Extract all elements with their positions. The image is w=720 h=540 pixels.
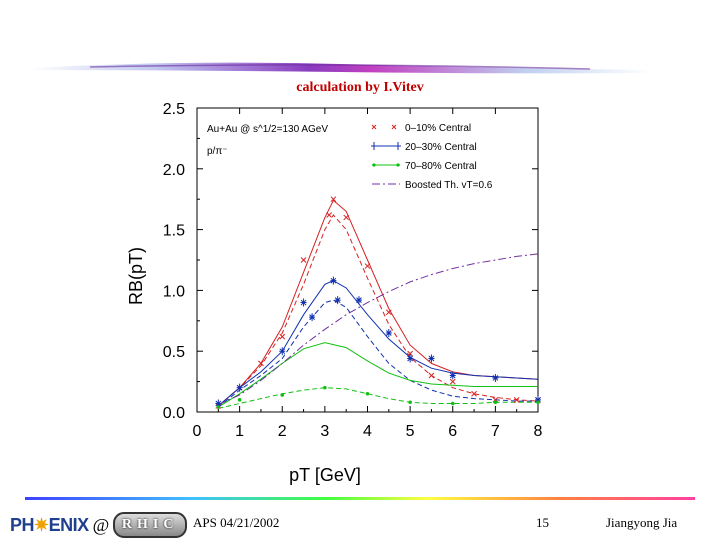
data-point-blue [385,328,392,337]
data-point-blue [300,298,307,307]
footer-author: Jiangyong Jia [606,515,678,530]
series-line-purple [218,253,539,406]
series-line-red [217,214,539,407]
data-point-blue [449,371,456,380]
series-line-green [218,387,538,409]
y-axis-label: RB(pT) [126,247,146,305]
legend-marker-red [371,124,377,130]
data-point-red [471,390,477,397]
legend-label: 70–80% Central [405,161,477,172]
rhic-logo: RHIC [113,512,188,538]
calculation-credit: calculation by I.Vitev [296,80,424,95]
x-tick-label: 0 [193,423,202,440]
annotation-ratio: p/π⁻ [207,146,228,157]
data-point-red [300,257,307,263]
legend-marker-green [372,163,376,167]
x-tick-label: 4 [363,423,372,440]
y-tick-label: 2.5 [163,101,185,118]
axes: 0 1 2 3 4 5 6 7 8 0.0 0.5 1.0 1.5 2.0 2.5 [163,101,543,440]
series-group [217,199,539,409]
data-point-blue [215,399,222,408]
annotation-system: Au+Au @ s^1/2=130 AGeV [207,124,328,135]
data-point-blue [334,296,341,305]
legend-marker-blue [395,142,401,150]
x-tick-label: 8 [534,423,543,440]
series-line-blue [217,299,538,408]
x-tick-label: 6 [448,423,457,440]
footer-page-number: 15 [536,515,549,530]
series-line-green [218,342,538,408]
data-point-red [343,214,350,221]
data-point-green [493,400,498,405]
x-tick-label: 1 [235,423,244,440]
footer-date: APS 04/21/2002 [193,515,280,530]
data-point-blue [428,354,435,363]
x-tick-label: 3 [320,423,329,440]
data-point-red [428,372,435,379]
phenix-star-icon: ✷ [34,514,49,535]
data-point-red [513,396,520,403]
data-point-red [364,263,371,269]
phenix-rhic-logo: PH✷ENIX @ RHIC [10,510,188,540]
data-point-blue [279,347,286,356]
rb-chart: 0 1 2 3 4 5 6 7 8 0.0 0.5 1.0 1.5 2.0 2.5 Au+Au @ s^1/… [126,101,543,485]
footer-rule [25,497,695,500]
decorative-brush-stroke [30,62,650,74]
data-point-red [385,309,392,316]
data-point-green [237,398,242,402]
data-point-red [279,333,286,340]
data-point-green [536,400,540,405]
data-point-red [492,396,499,403]
legend-label: 20–30% Central [405,142,477,153]
logo-at: @ [92,514,110,535]
legend-marker-green [396,163,400,167]
data-point-green [365,391,370,396]
legend-marker-blue [371,142,377,150]
legend: 0–10% Central 20–30% Central 70–80% Centra… [371,123,493,191]
y-tick-label: 0.5 [163,344,185,361]
x-axis-label: pT [GeV] [289,465,361,485]
data-point-blue [236,383,243,392]
data-point-red [330,196,337,203]
markers-group [215,196,541,409]
series-line-blue [217,280,539,407]
data-point-blue [355,296,362,305]
y-tick-label: 0.0 [163,405,185,422]
data-point-red [326,212,332,218]
data-point-blue [535,395,541,404]
data-point-blue [330,276,337,285]
legend-label: Boosted Th. vT=0.6 [405,180,493,191]
y-tick-label: 1.0 [163,283,185,300]
data-point-green [323,385,327,390]
phenix-logo: PH✷ENIX [10,514,89,535]
x-tick-label: 5 [406,423,415,440]
legend-marker-red [391,124,397,130]
data-point-red [407,350,413,357]
data-point-green [408,400,412,405]
y-tick-label: 2.0 [163,162,185,179]
y-tick-label: 1.5 [163,223,185,240]
data-point-green [450,401,455,406]
data-point-blue [492,373,499,382]
data-point-blue [309,313,316,322]
data-point-green [280,393,285,397]
legend-label: 0–10% Central [405,123,471,134]
data-point-red [258,360,264,367]
data-point-green [216,405,221,409]
data-point-blue [407,354,414,363]
data-point-red [449,378,456,385]
x-tick-label: 7 [491,423,500,440]
x-tick-label: 2 [278,423,287,440]
